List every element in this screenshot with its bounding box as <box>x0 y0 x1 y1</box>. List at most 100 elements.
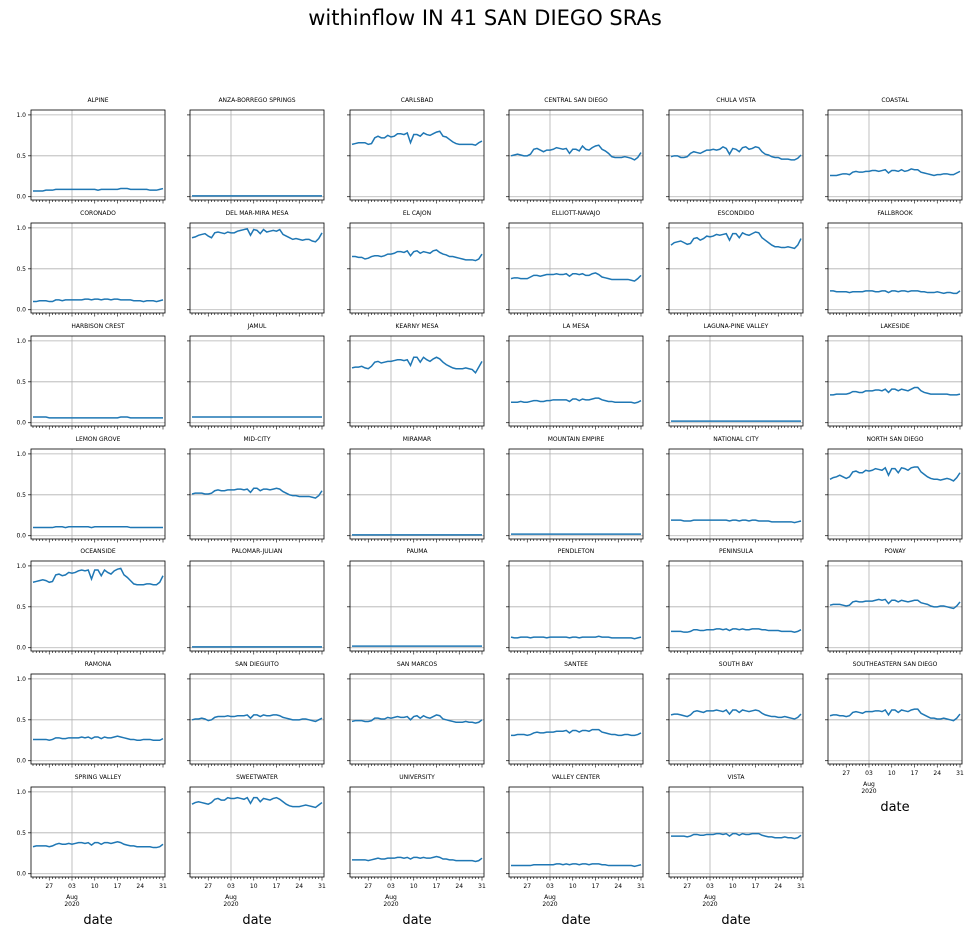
x-tick-label: 17 <box>752 883 760 890</box>
axes-frame <box>508 448 644 540</box>
series-line <box>351 714 483 724</box>
series-line <box>830 290 961 295</box>
series-line <box>352 249 483 262</box>
panel-title: KEARNY MESA <box>395 323 439 330</box>
panel-title: LA MESA <box>563 323 590 330</box>
x-tick-label: 17 <box>911 770 919 777</box>
x-tick-sublabel: Aug <box>544 894 556 901</box>
panel-alpine: ALPINE 0.0 0.5 1.0 <box>16 97 166 204</box>
panel-palomar-julian: PALOMAR-JULIAN <box>187 548 325 655</box>
axes-frame <box>827 448 963 540</box>
panel-title: RAMONA <box>85 661 112 668</box>
panel-chula-vista: CHULA VISTA <box>666 97 804 204</box>
x-tick-label: 10 <box>569 883 577 890</box>
series-line <box>352 855 483 863</box>
series-line <box>351 130 483 146</box>
panel-mountain-empire: MOUNTAIN EMPIRE <box>506 436 644 543</box>
series-line <box>191 714 323 723</box>
x-tick-sublabel: 2020 <box>861 788 876 795</box>
panel-del-mar-mira-mesa: DEL MAR-MIRA MESA <box>187 210 325 317</box>
x-axis-label: date <box>242 913 271 928</box>
y-tick-label: 1.0 <box>16 563 26 570</box>
panel-central-san-diego: CENTRAL SAN DIEGO <box>506 97 644 204</box>
series-line <box>511 397 642 404</box>
series-line <box>670 709 802 720</box>
axes-frame <box>30 448 166 540</box>
x-tick-label: 03 <box>865 770 873 777</box>
series-line <box>33 298 164 303</box>
axes-frame <box>30 673 166 765</box>
axes-frame <box>668 335 804 427</box>
axes-frame <box>349 335 485 427</box>
panel-title: POWAY <box>884 548 906 555</box>
axes-frame <box>668 673 804 765</box>
y-tick-label: 0.5 <box>16 379 26 386</box>
x-tick-sublabel: 2020 <box>702 901 717 908</box>
axes-frame <box>508 673 644 765</box>
panel-pendleton: PENDLETON <box>506 548 644 655</box>
panel-pauma: PAUMA <box>347 548 485 655</box>
panel-title: LEMON GROVE <box>76 436 121 443</box>
axes-frame <box>508 335 644 427</box>
panel-carlsbad: CARLSBAD <box>347 97 485 204</box>
y-tick-label: 0.0 <box>16 533 26 540</box>
series-line <box>191 796 323 809</box>
panel-title: SOUTH BAY <box>719 661 754 668</box>
y-tick-label: 0.5 <box>16 604 26 611</box>
y-tick-label: 0.5 <box>16 717 26 724</box>
series-line <box>829 598 961 610</box>
panel-santee: SANTEE <box>506 661 644 768</box>
panel-harbison-crest: HARBISON CREST 0.0 0.5 1.0 <box>16 323 166 430</box>
y-tick-label: 0.0 <box>16 645 26 652</box>
panel-title: NATIONAL CITY <box>713 436 759 443</box>
panel-la-mesa: LA MESA <box>506 323 644 430</box>
panel-laguna-pine-valley: LAGUNA-PINE VALLEY <box>666 323 804 430</box>
series-line <box>511 728 642 737</box>
series-line <box>510 635 642 640</box>
panel-title: VISTA <box>728 774 746 781</box>
y-tick-label: 1.0 <box>16 112 26 119</box>
panel-title: JAMUL <box>247 323 267 330</box>
x-tick-label: 31 <box>956 770 964 777</box>
panel-title: NORTH SAN DIEGO <box>867 436 924 443</box>
x-tick-label: 17 <box>592 883 600 890</box>
series-line <box>671 519 802 524</box>
panel-title: SOUTHEASTERN SAN DIEGO <box>853 661 938 668</box>
panel-escondido: ESCONDIDO <box>666 210 804 317</box>
panel-title: SAN MARCOS <box>397 661 437 668</box>
panel-title: ESCONDIDO <box>718 210 755 217</box>
series-line <box>33 187 164 192</box>
x-tick-label: 03 <box>68 883 76 890</box>
panel-spring-valley: SPRING VALLEY 0.0 0.5 1.0 27 03 10 17 24 31 Aug202… <box>16 774 167 928</box>
axes-frame <box>349 673 485 765</box>
x-tick-label: 17 <box>433 883 441 890</box>
x-tick-sublabel: Aug <box>863 781 875 788</box>
panel-national-city: NATIONAL CITY <box>666 436 804 543</box>
axes-frame <box>189 335 325 427</box>
panel-title: DEL MAR-MIRA MESA <box>226 210 290 217</box>
panel-jamul: JAMUL <box>187 323 325 430</box>
x-tick-label: 27 <box>842 770 850 777</box>
panel-title: MOUNTAIN EMPIRE <box>548 436 605 443</box>
x-tick-sublabel: 2020 <box>64 901 79 908</box>
panel-coastal: COASTAL <box>825 97 963 204</box>
figure-title: withinflow IN 41 SAN DIEGO SRAs <box>308 6 662 30</box>
x-axis-label: date <box>402 913 431 928</box>
x-tick-label: 03 <box>227 883 235 890</box>
y-tick-label: 1.0 <box>16 451 26 458</box>
series-line <box>671 832 802 840</box>
x-tick-label: 24 <box>614 883 622 890</box>
x-tick-label: 31 <box>318 883 326 890</box>
x-tick-label: 17 <box>273 883 281 890</box>
panel-southeastern-san-diego: SOUTHEASTERN SAN DIEGO 27 03 10 17 24 31 Aug202… <box>825 661 964 815</box>
y-tick-label: 0.5 <box>16 266 26 273</box>
y-tick-label: 0.0 <box>16 420 26 427</box>
panel-title: CENTRAL SAN DIEGO <box>544 97 608 104</box>
x-tick-label: 31 <box>637 883 645 890</box>
axes-frame <box>668 786 804 878</box>
panel-title: FALLBROOK <box>877 210 913 217</box>
x-tick-label: 03 <box>706 883 714 890</box>
x-tick-sublabel: 2020 <box>223 901 238 908</box>
series-line <box>829 708 961 722</box>
panel-title: CORONADO <box>80 210 116 217</box>
